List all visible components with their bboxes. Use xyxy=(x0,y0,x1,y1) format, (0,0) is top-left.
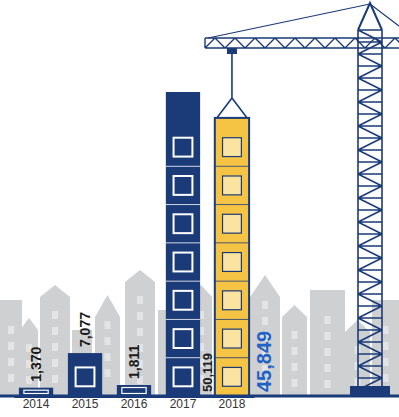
tick-label: 2014 xyxy=(23,397,50,411)
tick: 2018 xyxy=(219,397,246,411)
crane-jib xyxy=(205,38,399,48)
skyline-window xyxy=(325,380,331,388)
bar-joint xyxy=(166,357,200,358)
bar-window xyxy=(76,367,95,386)
bar-window xyxy=(174,291,193,310)
skyline-building xyxy=(250,275,280,396)
bar-joint xyxy=(215,204,249,205)
skyline-window xyxy=(137,312,143,320)
data-label: 1,370 xyxy=(28,346,44,381)
tick-label: 2018 xyxy=(219,397,246,411)
tick: 2017 xyxy=(170,397,197,411)
skyline-window xyxy=(105,337,111,345)
bar-joint xyxy=(166,319,200,320)
skyline-building xyxy=(282,305,307,396)
data-label: 50,119 xyxy=(200,353,215,392)
bar-window xyxy=(223,138,242,157)
skyline-window xyxy=(8,342,14,350)
skyline-window xyxy=(52,327,58,335)
data-label: 1,811 xyxy=(126,345,142,379)
bar-joint xyxy=(215,281,249,282)
bar-window xyxy=(122,388,146,394)
skyline-window xyxy=(383,342,389,350)
crane xyxy=(205,3,399,396)
skyline-window xyxy=(52,375,58,383)
skyline-window xyxy=(292,347,298,355)
data-labels: 1,370 7,077 1,811 50,119 45,849 xyxy=(28,312,275,392)
bar-window xyxy=(174,367,193,386)
bar-window xyxy=(174,253,193,272)
skyline-window xyxy=(292,363,298,371)
bar-joint xyxy=(166,242,200,243)
bar-window xyxy=(174,214,193,233)
bar-joint xyxy=(166,166,200,167)
skyline-building xyxy=(125,270,155,396)
bar xyxy=(166,92,200,396)
skyline-window xyxy=(105,353,111,361)
tick-label: 2015 xyxy=(72,397,99,411)
bar-joint xyxy=(215,319,249,320)
crane-mast xyxy=(358,30,382,390)
crane-trolley xyxy=(227,48,237,54)
bar-window xyxy=(24,390,48,393)
skyline-building xyxy=(0,300,22,396)
skyline-window xyxy=(8,374,14,382)
skyline-window xyxy=(8,326,14,334)
data-label: 7,077 xyxy=(77,312,93,347)
bar-window xyxy=(223,214,242,233)
bar-window xyxy=(223,291,242,310)
ground xyxy=(0,395,399,398)
skyline-building xyxy=(40,285,70,396)
chart: 2014 2015 2016 2017 2018 1,370 7,077 1,811 50,11… xyxy=(0,0,399,417)
skyline-window xyxy=(262,317,268,325)
skyline-window xyxy=(383,358,389,366)
bar-window xyxy=(174,176,193,195)
data-label: 45,849 xyxy=(253,331,275,392)
bars xyxy=(19,92,249,396)
skyline-window xyxy=(292,379,298,387)
bar xyxy=(215,118,249,396)
bar xyxy=(117,385,151,396)
tick: 2014 xyxy=(23,397,50,411)
skyline-window xyxy=(105,321,111,329)
bar-window xyxy=(174,138,193,157)
bar-window xyxy=(223,176,242,195)
x-axis: 2014 2015 2016 2017 2018 xyxy=(15,397,255,411)
bar xyxy=(68,353,102,396)
skyline-window xyxy=(262,301,268,309)
bar-joint xyxy=(215,242,249,243)
bar-window xyxy=(174,329,193,348)
skyline-window xyxy=(137,296,143,304)
bar-window xyxy=(223,367,242,386)
tick-label: 2016 xyxy=(121,397,148,411)
bar-window xyxy=(223,329,242,348)
tick-label: 2017 xyxy=(170,397,197,411)
skyline-window xyxy=(105,369,111,377)
bar-joint xyxy=(166,204,200,205)
skyline-window xyxy=(325,332,331,340)
bar-joint xyxy=(215,357,249,358)
tick: 2016 xyxy=(121,397,148,411)
skyline-window xyxy=(292,331,298,339)
skyline-window xyxy=(52,359,58,367)
skyline-window xyxy=(52,343,58,351)
crane-hook xyxy=(217,54,247,118)
tick: 2015 xyxy=(72,397,99,411)
crane-apex xyxy=(358,3,382,30)
skyline-window xyxy=(52,311,58,319)
skyline-window xyxy=(325,364,331,372)
skyline-window xyxy=(137,328,143,336)
bar-joint xyxy=(166,281,200,282)
skyline-window xyxy=(8,358,14,366)
skyline-window xyxy=(383,326,389,334)
bar-joint xyxy=(215,166,249,167)
skyline-building xyxy=(310,290,345,396)
crane-cable xyxy=(208,4,399,38)
skyline-window xyxy=(325,348,331,356)
skyline-window xyxy=(325,316,331,324)
bar-window xyxy=(223,253,242,272)
skyline-window xyxy=(383,374,389,382)
